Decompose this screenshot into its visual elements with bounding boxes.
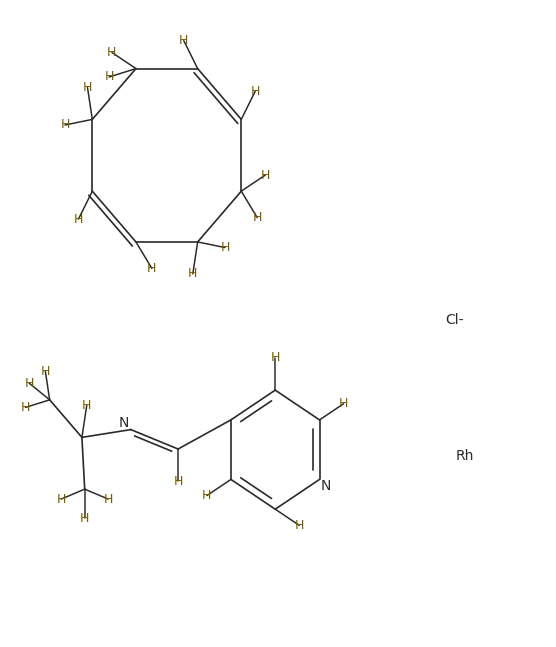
- Text: H: H: [83, 81, 92, 94]
- Text: H: H: [107, 46, 117, 59]
- Text: H: H: [80, 512, 90, 525]
- Text: H: H: [339, 397, 348, 410]
- Text: N: N: [118, 416, 129, 430]
- Text: H: H: [261, 168, 270, 182]
- Text: H: H: [252, 211, 262, 224]
- Text: Cl-: Cl-: [445, 313, 463, 327]
- Text: H: H: [105, 71, 114, 83]
- Text: H: H: [188, 267, 197, 280]
- Text: H: H: [74, 213, 83, 226]
- Text: H: H: [21, 401, 30, 414]
- Text: H: H: [173, 475, 183, 488]
- Text: H: H: [57, 492, 66, 505]
- Text: H: H: [179, 34, 188, 47]
- Text: H: H: [82, 399, 91, 412]
- Text: H: H: [103, 492, 113, 505]
- Text: H: H: [220, 241, 230, 254]
- Text: H: H: [295, 519, 304, 532]
- Text: N: N: [321, 479, 331, 493]
- Text: H: H: [147, 262, 157, 275]
- Text: Rh: Rh: [456, 449, 474, 463]
- Text: H: H: [251, 85, 260, 98]
- Text: H: H: [24, 377, 34, 389]
- Text: H: H: [202, 489, 211, 502]
- Text: H: H: [271, 351, 280, 364]
- Text: H: H: [41, 365, 50, 378]
- Text: H: H: [60, 118, 70, 131]
